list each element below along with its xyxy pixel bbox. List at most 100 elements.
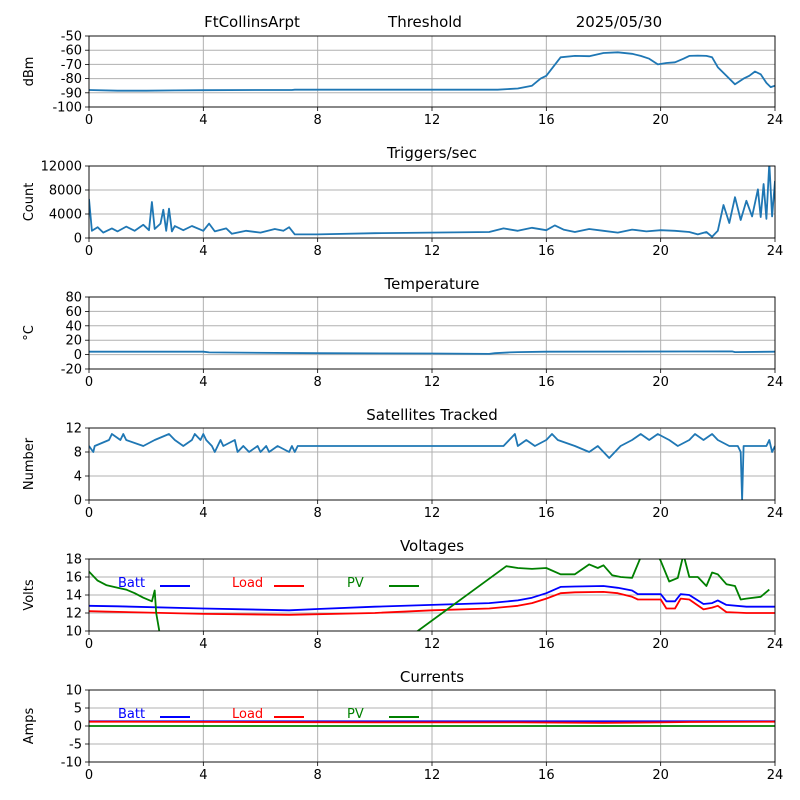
y-tick-label: 8: [74, 446, 82, 461]
chart-title: Temperature: [383, 275, 479, 293]
x-tick-label: 0: [85, 506, 93, 521]
y-axis-label: Count: [22, 183, 37, 222]
chart-panel-5: 0 4 8 12 16 20 24 10 12 14 16 18 Voltages Volts Batt Lo…: [22, 537, 783, 652]
y-tick-label: 8000: [49, 184, 82, 199]
x-tick-label: 12: [424, 768, 441, 783]
y-tick-label: -50: [61, 30, 82, 45]
series-line-load: [89, 591, 775, 616]
y-tick-label: 0: [74, 494, 82, 509]
legend-label-pv: PV: [347, 707, 364, 722]
y-axis-label: Volts: [22, 579, 37, 611]
y-tick-label: 0: [74, 720, 82, 735]
legend-label-batt: Batt: [118, 707, 145, 722]
y-tick-label: -70: [61, 58, 82, 73]
x-tick-label: 8: [314, 375, 322, 390]
y-tick-label: -90: [61, 86, 82, 101]
x-tick-label: 4: [199, 637, 207, 652]
x-tick-label: 0: [85, 113, 93, 128]
series-line-pv: [89, 559, 770, 631]
legend-label-pv: PV: [347, 576, 364, 591]
x-tick-label: 0: [85, 768, 93, 783]
chart-panel-1: 0 4 8 12 16 20 24 -100-90-80-70-60-50 dBm: [22, 30, 783, 129]
y-tick-label: 60: [65, 305, 82, 320]
mode-label: Threshold: [387, 13, 462, 31]
y-tick-label: 10: [65, 684, 82, 699]
x-tick-label: 20: [652, 244, 669, 259]
x-tick-label: 8: [314, 768, 322, 783]
x-tick-label: 20: [652, 506, 669, 521]
x-tick-label: 16: [538, 637, 555, 652]
y-tick-label: 12000: [41, 160, 82, 175]
y-tick-label: 12: [65, 422, 82, 437]
x-tick-label: 12: [424, 637, 441, 652]
chart-panel-2: 0 4 8 12 16 20 24 0 4000 8000 12000 Triggers/sec Cou…: [22, 144, 783, 259]
y-tick-label: -10: [61, 756, 82, 771]
x-tick-label: 24: [767, 375, 784, 390]
x-tick-label: 24: [767, 244, 784, 259]
x-tick-label: 16: [538, 244, 555, 259]
x-tick-label: 20: [652, 637, 669, 652]
x-tick-label: 24: [767, 113, 784, 128]
y-tick-label: 20: [65, 334, 82, 349]
series-line-batt: [89, 585, 775, 612]
plot-frame: [88, 165, 776, 239]
y-tick-label: 18: [65, 553, 82, 568]
chart-title: Triggers/sec: [386, 144, 477, 162]
y-tick-label: -100: [52, 101, 82, 116]
x-tick-label: 0: [85, 375, 93, 390]
y-axis-label: dBm: [22, 57, 37, 87]
station-name: FtCollinsArpt: [204, 13, 300, 31]
x-tick-label: 4: [199, 506, 207, 521]
y-tick-label: 4: [74, 470, 82, 485]
x-tick-label: 4: [199, 244, 207, 259]
y-tick-label: 0: [74, 348, 82, 363]
y-tick-label: 80: [65, 291, 82, 306]
x-tick-label: 16: [538, 113, 555, 128]
legend-label-load: Load: [232, 707, 263, 722]
x-tick-label: 12: [424, 506, 441, 521]
x-tick-label: 12: [424, 244, 441, 259]
series-line-1: [89, 433, 775, 500]
chart-title: Currents: [400, 668, 464, 686]
x-tick-label: 12: [424, 113, 441, 128]
y-tick-label: -80: [61, 72, 82, 87]
y-tick-label: 16: [65, 571, 82, 586]
date-label: 2025/05/30: [576, 13, 662, 31]
x-tick-label: 16: [538, 375, 555, 390]
plot-frame: [88, 35, 776, 108]
x-tick-label: 8: [314, 113, 322, 128]
chart-title: Voltages: [400, 537, 464, 555]
x-tick-label: 24: [767, 506, 784, 521]
series-line-1: [89, 350, 775, 355]
y-tick-label: 0: [74, 232, 82, 247]
y-axis-label: Amps: [22, 707, 37, 744]
x-tick-label: 4: [199, 375, 207, 390]
x-tick-label: 24: [767, 768, 784, 783]
series-line-1: [89, 51, 775, 92]
y-tick-label: 14: [65, 589, 82, 604]
chart-panel-4: 0 4 8 12 16 20 24 0 4 8 12 Satellites Tracked Number: [22, 406, 783, 521]
y-tick-label: -20: [61, 363, 82, 378]
legend-label-batt: Batt: [118, 576, 145, 591]
y-tick-label: 12: [65, 607, 82, 622]
y-tick-label: 40: [65, 319, 82, 334]
x-tick-label: 0: [85, 637, 93, 652]
x-tick-label: 8: [314, 637, 322, 652]
y-tick-label: -60: [61, 44, 82, 59]
x-tick-label: 20: [652, 375, 669, 390]
plot-frame: [88, 296, 776, 370]
y-axis-label: °C: [22, 325, 37, 341]
series-line-1: [89, 166, 775, 238]
y-tick-label: -5: [69, 738, 82, 753]
x-tick-label: 20: [652, 113, 669, 128]
plot-frame: [88, 558, 776, 632]
x-tick-label: 16: [538, 506, 555, 521]
plot-frame: [88, 427, 776, 501]
x-tick-label: 4: [199, 113, 207, 128]
x-tick-label: 4: [199, 768, 207, 783]
x-tick-label: 8: [314, 244, 322, 259]
y-axis-label: Number: [22, 437, 37, 490]
plot-frame: [88, 689, 776, 763]
